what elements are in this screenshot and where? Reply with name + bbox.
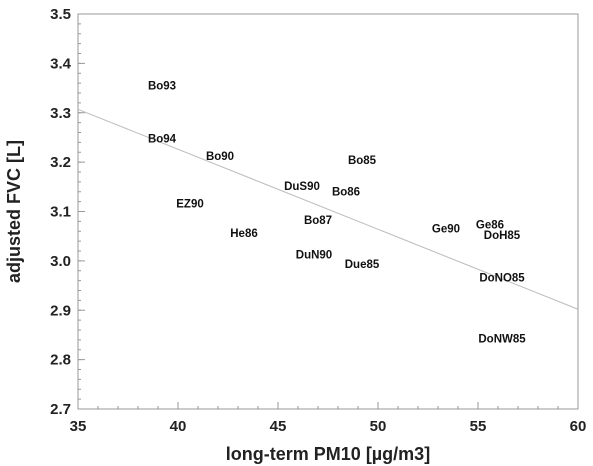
point-label: Ge86 (476, 219, 504, 231)
point-label: DoNW85 (478, 333, 526, 345)
point-label: Bo90 (206, 151, 234, 163)
y-axis-label: adjusted FVC [L] (4, 140, 24, 283)
point-label: Bo94 (148, 133, 177, 145)
point-label: DoH85 (484, 230, 521, 242)
plot-frame (77, 13, 579, 410)
plot-border (77, 13, 579, 410)
y-tick-label: 2.9 (50, 302, 71, 319)
point-label: DuN90 (296, 249, 332, 261)
point-label: DuS90 (284, 181, 320, 193)
y-tick-label: 2.8 (50, 352, 71, 369)
x-tick-label: 60 (570, 418, 587, 435)
minor-ticks (77, 13, 579, 410)
point-label: DoNO85 (479, 273, 525, 285)
y-tick-label: 3.5 (50, 6, 71, 23)
y-tick-label: 3.4 (50, 55, 72, 72)
point-label: Bo85 (348, 155, 377, 167)
x-tick-label: 50 (370, 418, 387, 435)
point-label: Due85 (345, 259, 380, 271)
point-label: Bo87 (304, 215, 332, 227)
x-tick-label: 35 (70, 418, 87, 435)
data-point-labels: Bo93 Bo94 Bo90 Bo85 DuS90 Bo86 EZ90 Bo87 Ge90 Ge8… (148, 81, 526, 346)
y-tick-label: 3.0 (50, 253, 71, 270)
point-label: EZ90 (176, 199, 204, 211)
y-tick-label: 3.2 (50, 154, 71, 171)
y-axis-ticks: 2.7 2.8 2.9 3.0 3.1 3.2 3.3 3.4 3.5 (50, 6, 85, 418)
y-tick-label: 3.3 (50, 105, 71, 122)
regression-line (77, 108, 579, 310)
y-tick-label: 2.7 (50, 401, 71, 418)
point-label: Bo93 (148, 81, 176, 93)
x-tick-label: 40 (170, 418, 187, 435)
x-tick-label: 55 (470, 418, 487, 435)
x-tick-label: 45 (270, 418, 287, 435)
point-label: Bo86 (332, 186, 360, 198)
x-axis-ticks: 35 40 45 50 55 60 (70, 402, 587, 435)
x-axis-label: long-term PM10 [µg/m3] (226, 444, 430, 464)
point-label: Ge90 (432, 223, 460, 235)
point-label: He86 (230, 228, 258, 240)
y-tick-label: 3.1 (50, 204, 71, 221)
